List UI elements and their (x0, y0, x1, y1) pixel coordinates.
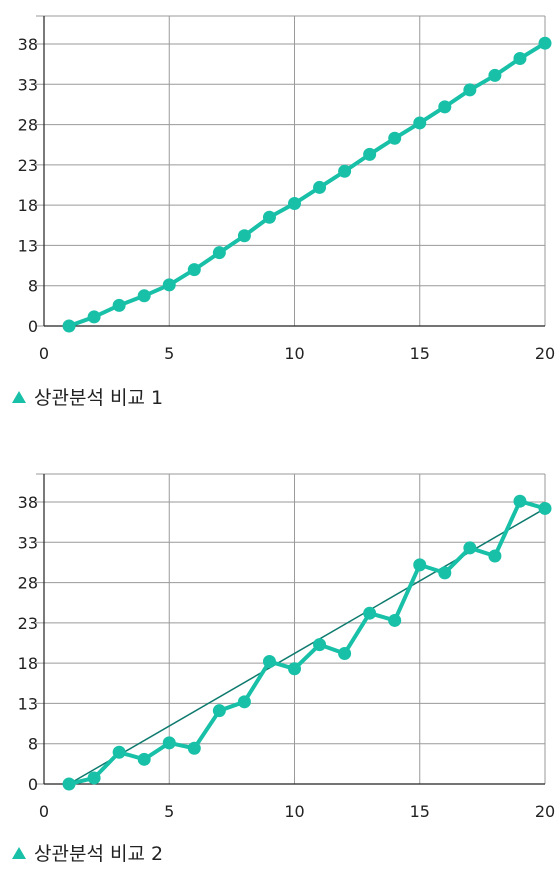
y-tick-label: 8 (28, 277, 38, 296)
y-tick-label: 23 (18, 614, 38, 633)
data-point (137, 289, 151, 303)
data-point (262, 655, 276, 669)
x-tick-label: 10 (284, 344, 304, 363)
data-point (137, 752, 151, 766)
data-point (237, 695, 251, 709)
x-tick-label: 5 (164, 802, 174, 821)
data-point (413, 558, 427, 572)
triangle-icon (12, 846, 26, 859)
y-tick-label: 28 (18, 116, 38, 135)
data-point (388, 131, 402, 145)
data-point (488, 549, 502, 563)
chart-1: 0 5 10 15 20 0 8 13 18 23 28 33 38 (18, 15, 555, 363)
data-point (288, 662, 301, 676)
data-point (212, 704, 226, 718)
chart-2-title: 상관분석 비교 2 (34, 843, 164, 865)
y-tick-label: 28 (18, 574, 38, 593)
chart-2-caption: 상관분석 비교 2 (12, 839, 163, 866)
y-tick-label: 0 (28, 775, 38, 794)
data-point (62, 777, 76, 791)
y-tick-label: 0 (28, 317, 38, 336)
x-tick-label: 20 (535, 802, 555, 821)
data-point (488, 68, 502, 82)
data-point (438, 100, 452, 114)
data-point (363, 147, 377, 161)
data-point (388, 613, 402, 627)
data-point (62, 319, 76, 333)
y-tick-label: 18 (18, 196, 38, 215)
x-tick-label: 15 (410, 344, 430, 363)
data-point (413, 116, 427, 130)
data-point (513, 52, 527, 66)
data-point (538, 501, 552, 515)
data-point (288, 197, 301, 211)
y-tick-label: 13 (18, 236, 38, 255)
y-tick-label: 38 (18, 35, 38, 54)
data-point (313, 180, 327, 194)
y-tick-label: 18 (18, 654, 38, 673)
y-tick-label: 38 (18, 493, 38, 512)
data-point (262, 210, 276, 224)
y-tick-label: 33 (18, 533, 38, 552)
data-point (87, 771, 101, 785)
data-point (212, 246, 226, 260)
x-tick-label: 15 (410, 802, 430, 821)
data-point (237, 229, 251, 243)
data-point (463, 541, 477, 555)
x-tick-label: 5 (164, 344, 174, 363)
data-point (338, 164, 352, 178)
x-tick-label: 0 (39, 802, 49, 821)
data-point (438, 566, 452, 580)
chart-2: 0 5 10 15 20 0 8 13 18 23 28 33 38 (18, 473, 555, 821)
data-point (463, 83, 477, 97)
data-point (162, 278, 176, 292)
y-tick-label: 8 (28, 735, 38, 754)
data-point (87, 310, 101, 324)
data-point (513, 494, 527, 508)
data-point (338, 646, 352, 660)
data-point (313, 638, 327, 652)
y-tick-label: 33 (18, 75, 38, 94)
x-tick-label: 20 (535, 344, 555, 363)
x-tick-label: 0 (39, 344, 49, 363)
data-point (363, 606, 377, 620)
chart-1-title: 상관분석 비교 1 (34, 387, 164, 409)
data-point (538, 36, 552, 50)
chart-1-caption: 상관분석 비교 1 (12, 383, 163, 410)
data-point (162, 736, 176, 750)
y-tick-label: 23 (18, 156, 38, 175)
data-point (187, 741, 201, 755)
data-point (187, 263, 201, 277)
y-tick-label: 13 (18, 694, 38, 713)
data-point (112, 745, 126, 759)
triangle-icon (12, 390, 26, 403)
x-tick-label: 10 (284, 802, 304, 821)
data-point (112, 298, 126, 312)
